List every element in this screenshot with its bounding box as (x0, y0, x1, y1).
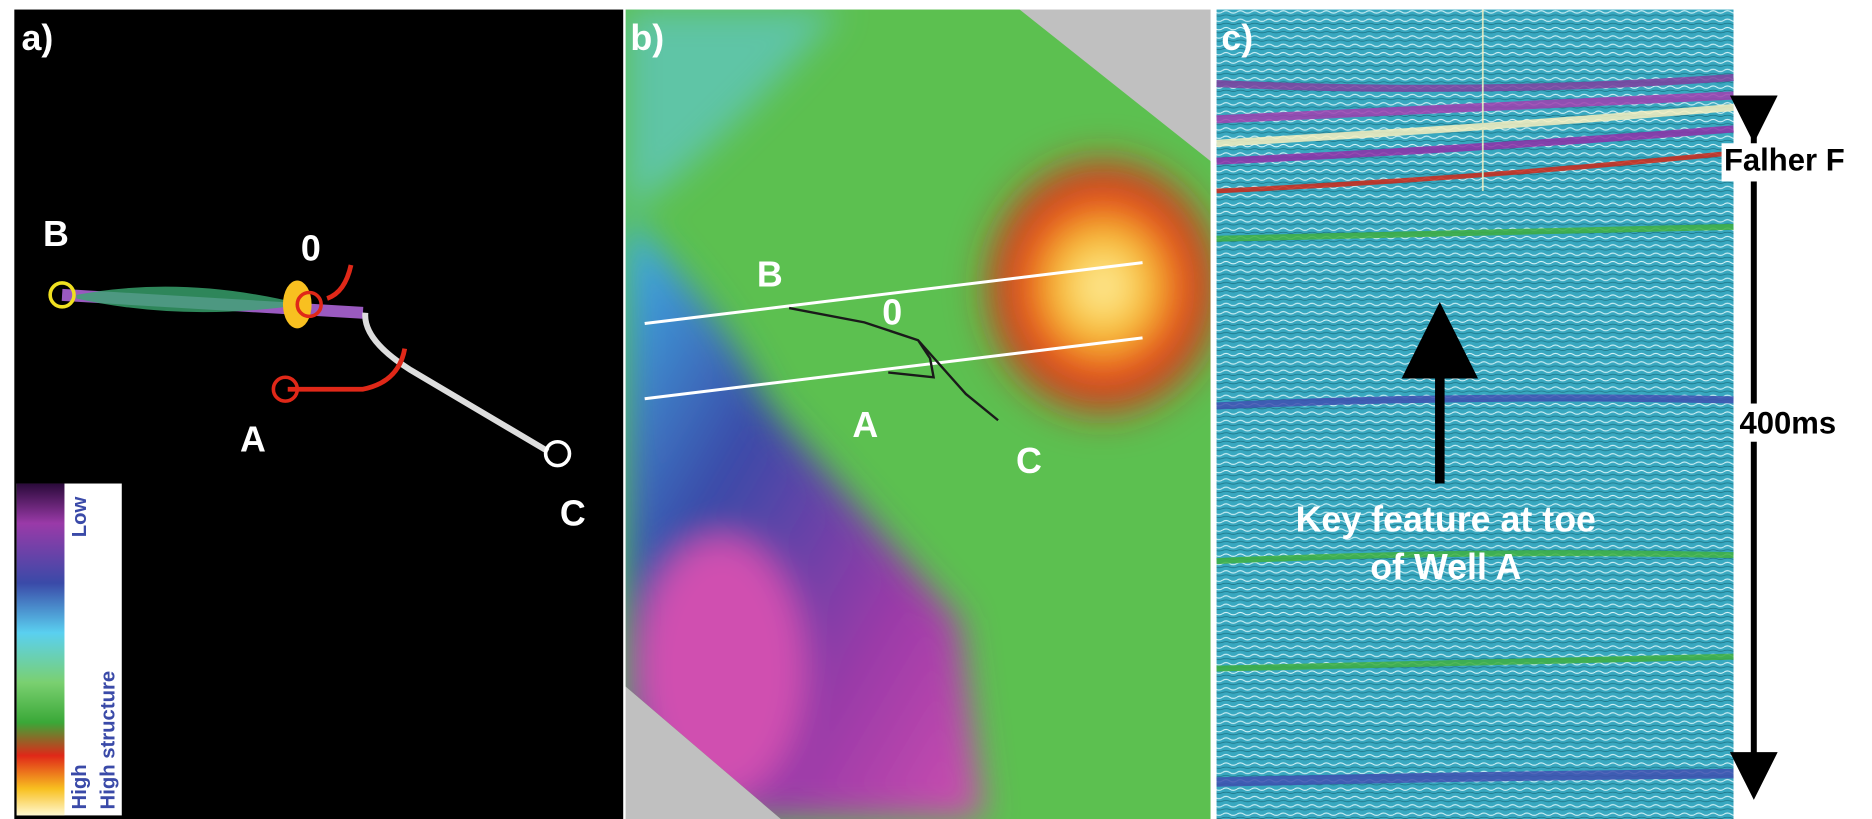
structure-map (626, 10, 1235, 819)
well-label: A (240, 419, 266, 459)
well-label: C (560, 493, 586, 533)
well-label: 0 (301, 228, 321, 268)
interval-label: 400ms (1739, 405, 1836, 440)
page: a) B 0 A C Low High High structure b) B … (0, 0, 1872, 819)
legend-label: High structure (98, 671, 120, 810)
legend-label: High (69, 764, 91, 809)
well-label: B (757, 255, 783, 295)
panel-label: b) (630, 18, 664, 58)
horizon-label: Falher F (1724, 143, 1845, 178)
annotation: Key feature at toe (1296, 499, 1596, 539)
figure: a) B 0 A C Low High High structure b) B … (0, 0, 1872, 819)
annotation: of Well A (1370, 547, 1521, 587)
panel-label: c) (1221, 18, 1253, 58)
panel-label: a) (21, 18, 53, 58)
well-label: C (1016, 441, 1042, 481)
panel-c (1217, 10, 1734, 819)
legend-colorbar (17, 484, 65, 816)
well-label: B (43, 214, 69, 254)
well-label: 0 (882, 293, 902, 333)
legend-label: Low (69, 496, 91, 537)
well-label: A (852, 405, 878, 445)
